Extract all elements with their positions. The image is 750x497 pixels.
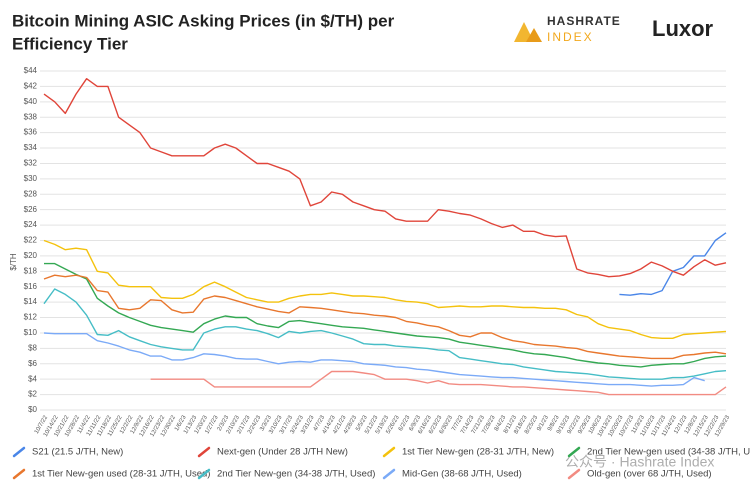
y-tick-label: $44 [24,66,38,75]
legend-label: 2nd Tier New-gen used (34-38 J/TH, Used) [587,447,750,458]
y-axis-label: $/TH [9,253,18,271]
y-tick-label: $30 [24,174,38,183]
y-tick-label: $42 [24,82,38,91]
y-tick-label: $36 [24,128,38,137]
y-tick-label: $10 [24,328,38,337]
legend-label: S21 (21.5 J/TH, New) [32,447,123,458]
legend-marker [382,468,396,480]
y-tick-label: $16 [24,282,38,291]
logo-luxor: Luxor [652,16,714,41]
legend-label: 2nd Tier New-gen (34-38 J/TH, Used) [217,469,375,480]
legend-marker [382,446,396,458]
legend-marker [567,468,581,480]
series-line [150,370,727,396]
y-tick-label: $24 [24,220,38,229]
legend-marker [12,468,26,480]
y-tick-label: $32 [24,159,38,168]
y-tick-label: $18 [24,266,38,275]
y-tick-label: $40 [24,97,38,106]
logo-text: HASHRATE [547,14,621,28]
series-line [43,274,727,360]
y-tick-label: $4 [28,374,37,383]
watermark: 公众号 · Hashrate Index [565,454,714,470]
logo-icon [526,28,542,42]
y-tick-label: $34 [24,143,38,152]
legend-label: Next-gen (Under 28 J/TH New) [217,447,348,458]
y-tick-label: $2 [28,390,37,399]
y-tick-label: $28 [24,189,38,198]
y-tick-label: $0 [28,405,37,414]
series-line [43,288,727,380]
series-line [43,239,727,339]
y-tick-label: $20 [24,251,38,260]
series-line [43,332,705,387]
legend-label: 1st Tier New-gen (28-31 J/TH, New) [402,447,554,458]
y-tick-label: $22 [24,236,38,245]
y-tick-label: $14 [24,297,38,306]
series-line [44,262,727,368]
chart-title: Bitcoin Mining ASIC Asking Prices (in $/… [12,11,395,30]
y-tick-label: $26 [24,205,38,214]
y-tick-label: $6 [28,359,37,368]
legend-marker [197,446,211,458]
legend-label: 1st Tier New-gen used (28-31 J/TH, Used) [32,469,210,480]
legend-label: Old-gen (over 68 J/TH, Used) [587,469,712,480]
y-tick-label: $38 [24,112,38,121]
legend-label: Mid-Gen (38-68 J/TH, Used) [402,469,522,480]
chart-title: Efficiency Tier [12,34,128,53]
legend-marker [12,446,26,458]
series-line [43,78,727,278]
legend-marker [567,446,581,458]
y-tick-label: $8 [28,343,37,352]
legend-marker [197,468,211,480]
y-tick-label: $12 [24,313,38,322]
series-line [619,232,727,296]
logo-text: INDEX [547,30,594,44]
